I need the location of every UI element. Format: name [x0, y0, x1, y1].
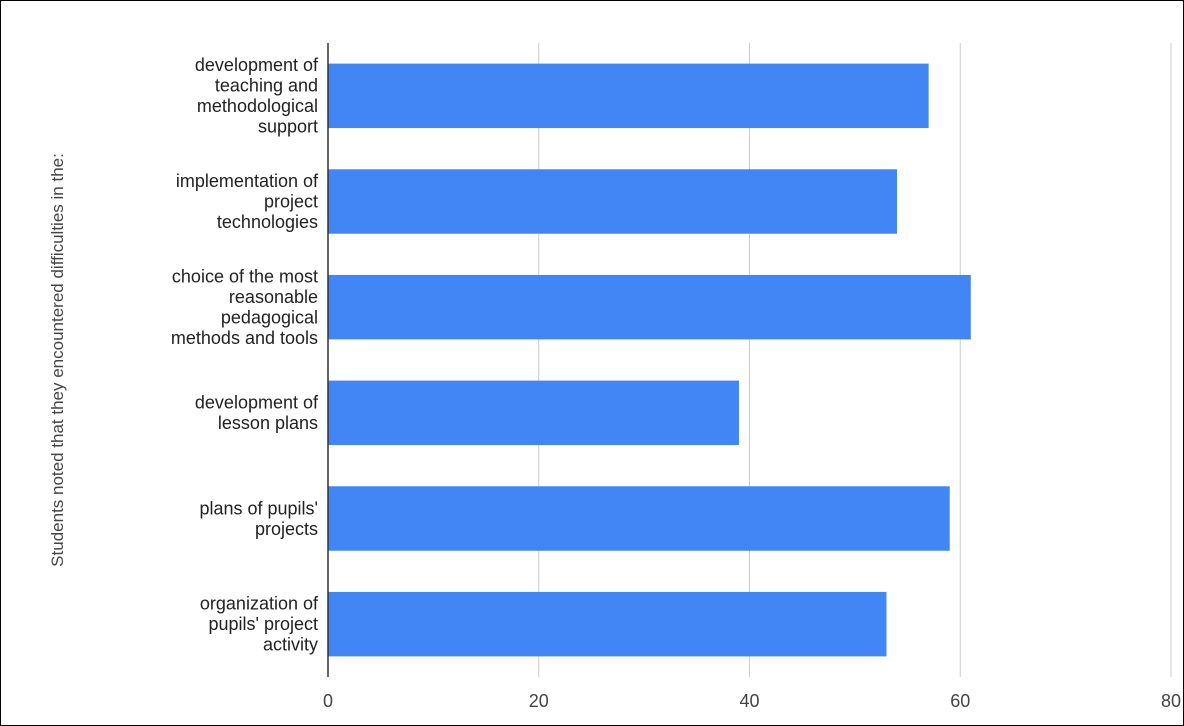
category-labels: development of teaching and methodological…: [171, 55, 319, 655]
bar: [328, 486, 950, 551]
category-label-line: development of: [195, 393, 319, 413]
category-label-line: implementation of: [176, 171, 319, 191]
gridlines: [538, 43, 1172, 677]
category-label-line: pupils' project: [209, 614, 319, 634]
category-label: development of teaching and methodological…: [195, 55, 319, 136]
category-label-line: teaching and: [215, 76, 318, 96]
category-label-line: methods and tools: [171, 328, 318, 348]
bar: [328, 591, 887, 657]
x-tick-label: 40: [739, 691, 759, 711]
x-tick-label: 60: [950, 691, 970, 711]
category-label-line: technologies: [217, 212, 318, 232]
x-tick-label: 0: [323, 691, 333, 711]
category-label: development of lesson plans: [195, 393, 319, 434]
bar: [328, 274, 971, 340]
category-label-line: methodological: [197, 96, 318, 116]
category-label-line: choice of the most: [172, 266, 318, 286]
y-axis-title: Students noted that they encountered dif…: [48, 153, 67, 567]
category-label-line: plans of pupils': [199, 498, 318, 518]
x-tick-labels: 0 20 40 60 80: [323, 691, 1181, 711]
x-tick-label: 80: [1161, 691, 1181, 711]
category-label: implementation of project technologies: [176, 171, 319, 232]
category-label-line: project: [264, 192, 318, 212]
category-label: organization of pupils' project activity: [200, 594, 319, 655]
category-label-line: development of: [195, 55, 319, 75]
category-label-line: lesson plans: [218, 413, 318, 433]
category-label: plans of pupils' projects: [199, 498, 318, 539]
category-label-line: activity: [263, 635, 318, 655]
bar: [328, 380, 739, 446]
category-label-line: pedagogical: [221, 307, 318, 327]
bar: [328, 169, 898, 234]
category-label: choice of the most reasonable pedagogical m…: [171, 266, 318, 348]
category-label-line: organization of: [200, 594, 319, 614]
x-tick-label: 20: [529, 691, 549, 711]
bars: [328, 63, 971, 657]
category-label-line: support: [258, 117, 318, 137]
category-label-line: projects: [255, 519, 318, 539]
category-label-line: reasonable: [229, 287, 318, 307]
bar: [328, 63, 929, 129]
